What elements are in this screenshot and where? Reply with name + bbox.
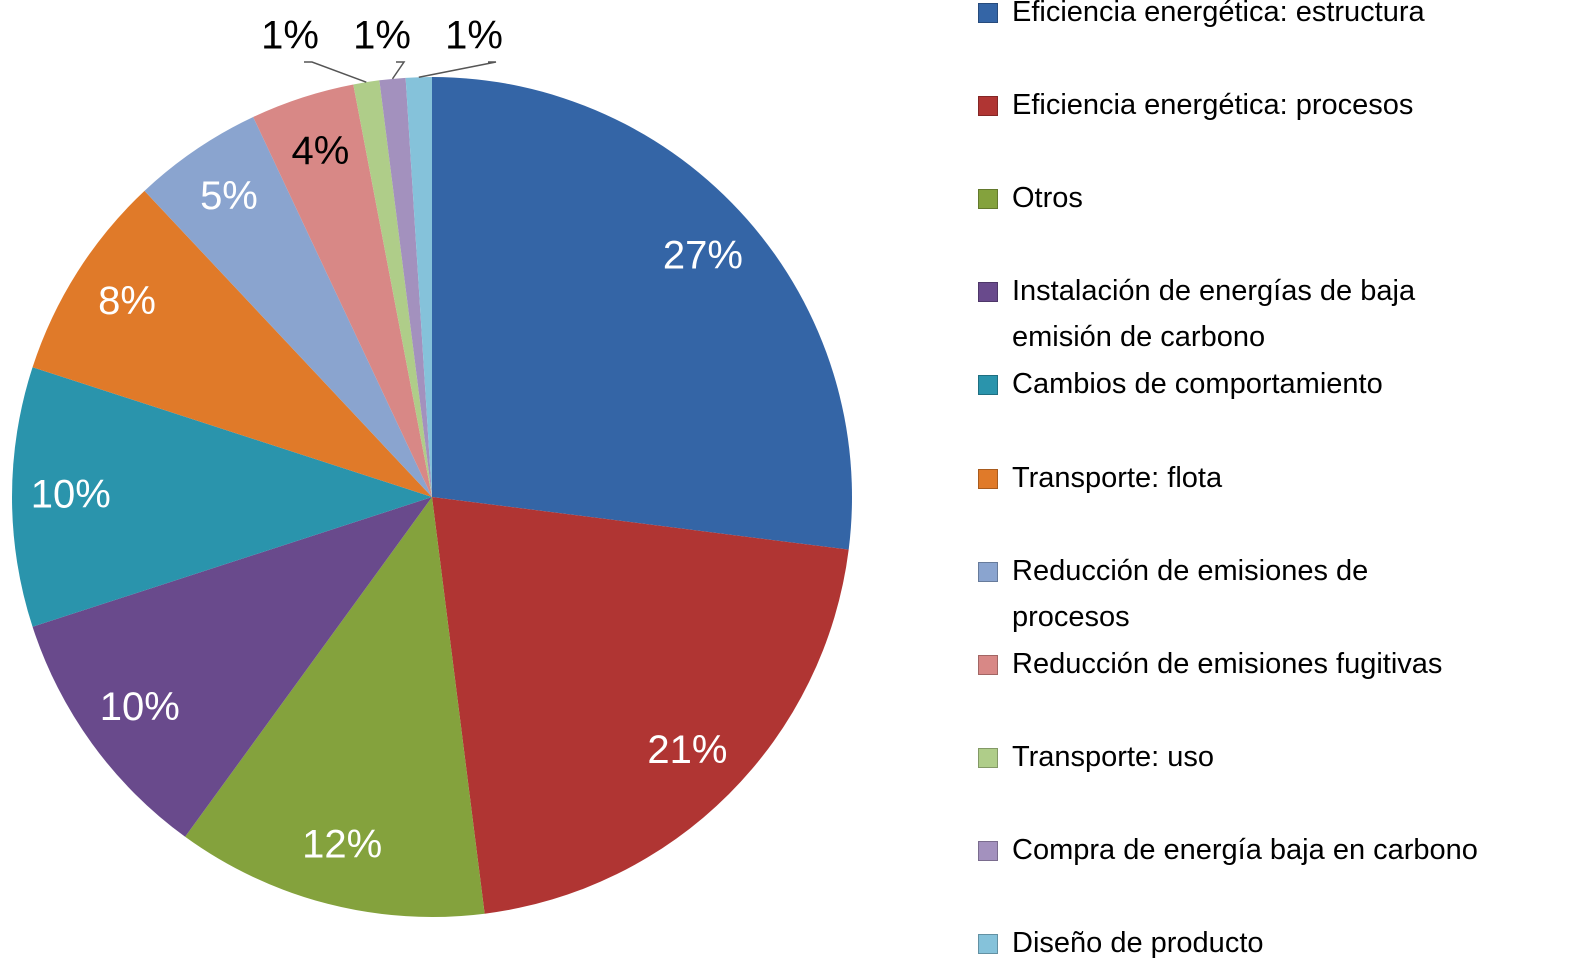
legend-swatch: [978, 561, 998, 582]
pie-slice: [144, 116, 432, 497]
data-label: 4%: [291, 129, 349, 173]
data-label: 5%: [200, 174, 258, 218]
data-label: 1%: [261, 14, 319, 58]
legend-label: Otros: [1012, 182, 1083, 214]
legend-swatch: [978, 654, 998, 675]
data-label: 10%: [31, 473, 111, 517]
legend-label: Reducción de emisiones fugitivas: [1012, 647, 1443, 680]
pie-slice: [405, 77, 432, 497]
legend-entry: Transporte: flota: [978, 455, 1558, 501]
pie-slice: [432, 497, 849, 914]
legend-entry: Reducción de emisiones de procesos: [978, 548, 1558, 640]
legend-entry: Instalación de energías de baja emisión …: [978, 268, 1558, 360]
pie-slice: [11, 367, 433, 627]
leader-line: [391, 61, 406, 80]
legend-label: Eficiencia energética: estructura: [1012, 0, 1425, 28]
legend-label: Transporte: flota: [1012, 461, 1223, 494]
legend-swatch: [978, 747, 998, 768]
legend-swatch: [978, 934, 998, 954]
data-label: 1%: [445, 14, 503, 58]
legend-entry: Eficiencia energética: estructura: [978, 0, 1558, 35]
pie-slice: [32, 497, 432, 837]
legend-entry: Eficiencia energética: procesos: [978, 82, 1558, 128]
data-label: 21%: [647, 728, 727, 772]
pie-slice: [185, 497, 485, 917]
data-label: 8%: [98, 279, 156, 323]
legend-swatch: [978, 375, 998, 396]
legend-label: Eficiencia energética: procesos: [1012, 89, 1414, 121]
legend-label: Instalación de energías de baja emisión …: [1012, 275, 1416, 353]
data-label: 12%: [302, 822, 382, 866]
legend-entry: Transporte: uso: [978, 734, 1558, 780]
legend-swatch: [978, 840, 998, 861]
legend-swatch: [978, 96, 998, 116]
legend-entry: Otros: [978, 175, 1558, 221]
legend-swatch: [978, 189, 998, 209]
legend-entry: Compra de energía baja en carbono: [978, 827, 1558, 873]
data-label: 27%: [663, 234, 743, 278]
data-label: 10%: [100, 685, 180, 729]
legend-swatch: [978, 468, 998, 489]
leader-line: [304, 61, 367, 83]
legend-entry: Cambios de comportamiento: [978, 361, 1558, 407]
legend-label: Compra de energía baja en carbono: [1012, 833, 1478, 866]
leader-line: [418, 61, 497, 78]
pie-slice: [253, 84, 432, 497]
legend-label: Transporte: uso: [1012, 740, 1215, 773]
legend-swatch: [978, 282, 998, 302]
legend-entry: Reducción de emisiones fugitivas: [978, 641, 1558, 687]
pie-slice: [353, 80, 432, 497]
legend-entry: Diseño de producto: [978, 920, 1558, 960]
pie-area: 27% 21% 12% 10% 10% 8% 5% 4% 1% 1% 1%: [11, 14, 852, 917]
pie-slice: [32, 190, 432, 497]
legend-label: Cambios de comportamiento: [1012, 368, 1383, 401]
pie-slice: [379, 77, 432, 498]
legend-label: Reducción de emisiones de procesos: [1012, 554, 1369, 633]
data-label: 1%: [353, 14, 411, 58]
legend-swatch: [978, 3, 998, 23]
legend-label: Diseño de producto: [1012, 927, 1264, 959]
pie-slice: [432, 77, 852, 550]
